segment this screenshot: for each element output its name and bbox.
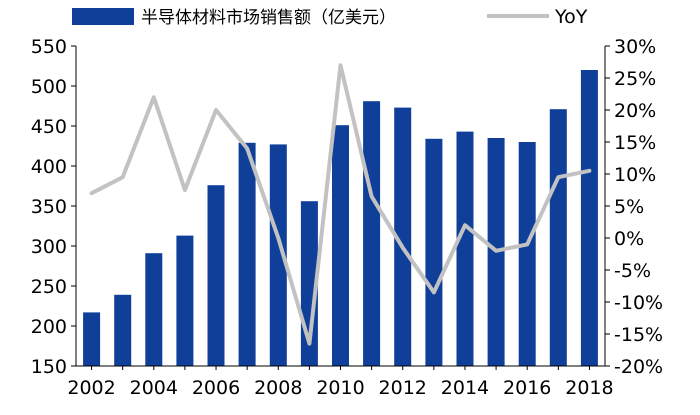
bar-2003 [114, 294, 132, 366]
x-tick-label: 2018 [565, 377, 613, 399]
legend-swatch-sales [72, 8, 134, 25]
bar-2005 [176, 235, 194, 366]
y-right-tick-label: 15% [614, 132, 656, 154]
bar-2012 [394, 107, 412, 366]
y-left-tick-label: 200 [31, 316, 67, 338]
y-left-tick-label: 250 [31, 276, 67, 298]
bar-2004 [145, 253, 163, 366]
bar-2014 [456, 131, 474, 366]
x-tick-label: 2012 [379, 377, 427, 399]
y-right-tick-label: 5% [614, 196, 644, 218]
y-right-tick-label: 25% [614, 68, 656, 90]
bar-2017 [549, 109, 567, 366]
y-right-tick-label: -20% [614, 356, 663, 378]
bar-2013 [425, 138, 443, 366]
y-left-tick-label: 500 [31, 76, 67, 98]
bar-2006 [207, 185, 225, 366]
y-left-tick-label: 300 [31, 236, 67, 258]
y-left-tick-label: 400 [31, 156, 67, 178]
bar-2016 [518, 142, 536, 366]
x-tick-label: 2002 [67, 377, 115, 399]
y-right-tick-label: 0% [614, 228, 644, 250]
y-right-tick-label: 20% [614, 100, 656, 122]
y-right-tick-label: 10% [614, 164, 656, 186]
bar-2002 [83, 312, 101, 366]
bar-2007 [238, 142, 256, 366]
x-tick-label: 2016 [503, 377, 551, 399]
yoy-line [89, 63, 592, 346]
x-tick-label: 2008 [254, 377, 302, 399]
y-right-tick-label: -5% [614, 260, 651, 282]
legend-label-yoy: YoY [554, 6, 588, 28]
y-right-tick-label: -10% [614, 292, 663, 314]
bar-2008 [269, 144, 287, 366]
y-right-tick-label: 30% [614, 36, 656, 58]
y-right-tick-label: -15% [614, 324, 663, 346]
bar-2011 [363, 101, 381, 366]
bar-2010 [332, 125, 349, 366]
x-tick-label: 2014 [441, 377, 489, 399]
y-left-tick-label: 150 [31, 356, 67, 378]
axes: 150 200 250 300 350 400 450 500 550 -20% -15% -10% -… [31, 36, 663, 399]
bar-2018 [580, 70, 598, 366]
y-left-tick-label: 550 [31, 36, 67, 58]
yoy-line-group [89, 63, 592, 346]
x-tick-label: 2006 [192, 377, 240, 399]
legend: 半导体材料市场销售额（亿美元） YoY [72, 6, 588, 28]
y-left-tick-label: 350 [31, 196, 67, 218]
x-tick-label: 2004 [130, 377, 178, 399]
x-tick-label: 2010 [316, 377, 364, 399]
y-left-tick-label: 450 [31, 116, 67, 138]
legend-label-sales: 半导体材料市场销售额（亿美元） [141, 8, 396, 28]
